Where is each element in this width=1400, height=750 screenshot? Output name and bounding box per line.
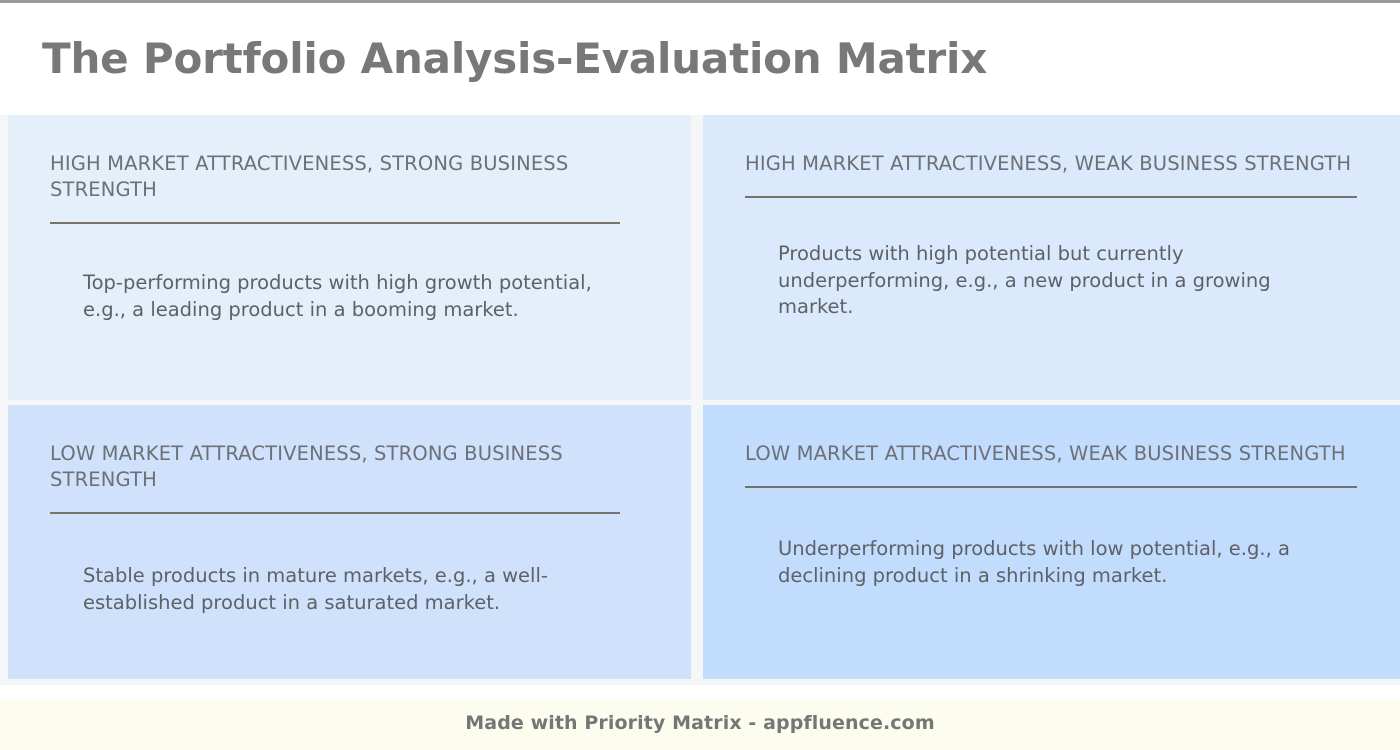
matrix-grid: HIGH MARKET ATTRACTIVENESS, STRONG BUSIN…: [0, 115, 1400, 685]
quadrant-body: Stable products in mature markets, e.g.,…: [83, 564, 548, 614]
title-bar: The Portfolio Analysis-Evaluation Matrix: [0, 3, 1400, 115]
quadrant-heading: HIGH MARKET ATTRACTIVENESS, WEAK BUSINES…: [745, 151, 1357, 198]
quadrant-high-attractiveness-weak-strength[interactable]: HIGH MARKET ATTRACTIVENESS, WEAK BUSINES…: [697, 115, 1400, 405]
quadrant-heading: HIGH MARKET ATTRACTIVENESS, STRONG BUSIN…: [50, 151, 620, 224]
footer-credit[interactable]: Made with Priority Matrix - appfluence.c…: [465, 712, 935, 734]
quadrant-high-attractiveness-strong-strength[interactable]: HIGH MARKET ATTRACTIVENESS, STRONG BUSIN…: [0, 115, 697, 405]
footer: Made with Priority Matrix - appfluence.c…: [0, 699, 1400, 750]
quadrant-body: Underperforming products with low potent…: [778, 537, 1290, 587]
quadrant-body: Products with high potential but current…: [778, 242, 1271, 318]
quadrant-low-attractiveness-weak-strength[interactable]: LOW MARKET ATTRACTIVENESS, WEAK BUSINESS…: [697, 405, 1400, 685]
quadrant-body: Top-performing products with high growth…: [83, 271, 592, 321]
quadrant-heading: LOW MARKET ATTRACTIVENESS, WEAK BUSINESS…: [745, 441, 1357, 488]
quadrant-low-attractiveness-strong-strength[interactable]: LOW MARKET ATTRACTIVENESS, STRONG BUSINE…: [0, 405, 697, 685]
page-title: The Portfolio Analysis-Evaluation Matrix: [42, 33, 988, 83]
footer-spacer: [0, 685, 1400, 699]
quadrant-heading: LOW MARKET ATTRACTIVENESS, STRONG BUSINE…: [50, 441, 620, 514]
